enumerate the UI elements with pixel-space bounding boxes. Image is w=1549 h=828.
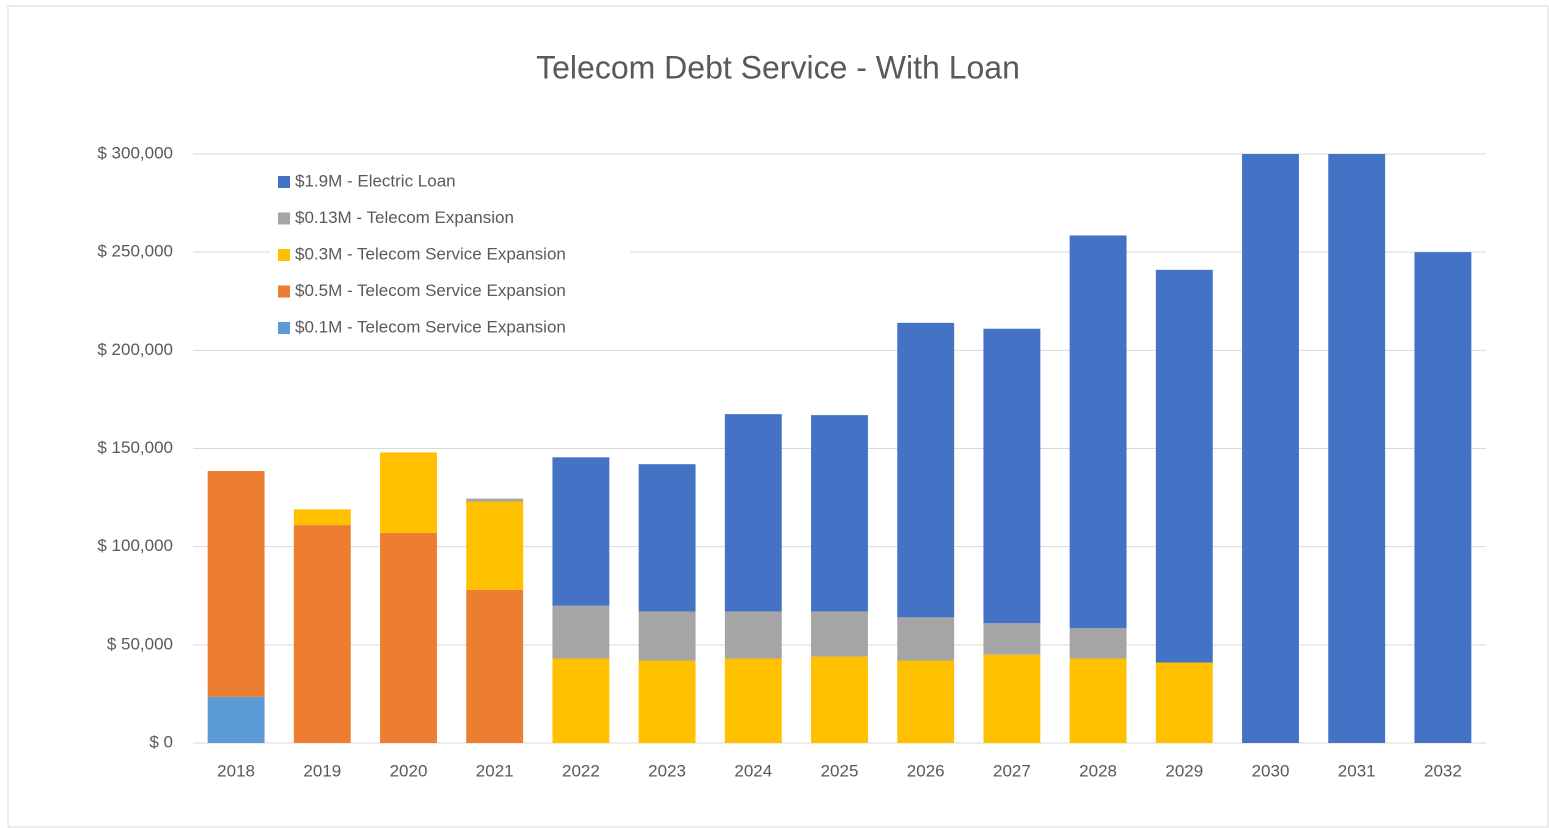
bar-segment bbox=[983, 328, 1041, 624]
bar-segment bbox=[811, 656, 868, 743]
y-tick-label: $ 250,000 bbox=[97, 242, 173, 261]
y-tick-label: $ 100,000 bbox=[97, 536, 173, 555]
bar-segment bbox=[466, 589, 524, 743]
bar-segment bbox=[380, 452, 437, 533]
x-tick-label: 2026 bbox=[907, 761, 945, 780]
x-tick-label: 2023 bbox=[648, 761, 686, 780]
y-tick-label: $ 50,000 bbox=[107, 634, 173, 653]
bar-segment bbox=[1069, 658, 1127, 743]
bar-segment bbox=[466, 498, 524, 502]
bar-segment bbox=[1414, 252, 1472, 743]
bar-segment bbox=[983, 654, 1041, 743]
y-tick-label: $ 150,000 bbox=[97, 438, 173, 457]
x-tick-label: 2031 bbox=[1338, 761, 1376, 780]
legend-swatch bbox=[278, 322, 290, 334]
x-tick-label: 2021 bbox=[476, 761, 514, 780]
bar-segment bbox=[552, 605, 610, 659]
legend-background bbox=[270, 164, 630, 349]
x-tick-label: 2019 bbox=[303, 761, 341, 780]
bar-segment bbox=[897, 322, 955, 618]
legend-label: $0.1M - Telecom Service Expansion bbox=[295, 317, 566, 336]
x-tick-label: 2018 bbox=[217, 761, 255, 780]
bar-segment bbox=[811, 611, 868, 657]
legend-label: $0.13M - Telecom Expansion bbox=[295, 208, 514, 227]
bar-segment bbox=[1328, 154, 1386, 743]
y-tick-label: $ 200,000 bbox=[97, 340, 173, 359]
x-tick-label: 2025 bbox=[821, 761, 859, 780]
bar-segment bbox=[466, 501, 524, 590]
legend-swatch bbox=[278, 212, 290, 225]
bar-segment bbox=[724, 414, 782, 612]
bar-segment bbox=[1069, 235, 1127, 629]
bar-segment bbox=[983, 623, 1041, 655]
x-tick-label: 2030 bbox=[1252, 761, 1290, 780]
x-tick-label: 2029 bbox=[1165, 761, 1203, 780]
x-tick-label: 2024 bbox=[734, 761, 772, 780]
bar-segment bbox=[897, 660, 955, 743]
x-tick-label: 2032 bbox=[1424, 761, 1462, 780]
bar-segment bbox=[552, 658, 610, 743]
x-tick-label: 2027 bbox=[993, 761, 1031, 780]
legend-label: $1.9M - Electric Loan bbox=[295, 171, 456, 190]
x-tick-label: 2020 bbox=[390, 761, 428, 780]
bar-segment bbox=[638, 611, 696, 661]
legend-swatch bbox=[278, 176, 290, 188]
bar-segment bbox=[293, 525, 351, 743]
legend-swatch bbox=[278, 285, 290, 298]
bar-segment bbox=[1155, 662, 1213, 743]
bar-segment bbox=[552, 457, 610, 606]
bar-segment bbox=[724, 658, 782, 743]
bar-segment bbox=[638, 660, 696, 743]
bar-segment bbox=[724, 611, 782, 659]
bar-segment bbox=[897, 617, 955, 661]
legend-label: $0.5M - Telecom Service Expansion bbox=[295, 281, 566, 300]
legend-swatch bbox=[278, 249, 290, 261]
y-tick-label: $ 300,000 bbox=[97, 143, 173, 162]
bar-segment bbox=[380, 532, 437, 743]
bar-segment bbox=[1069, 628, 1127, 659]
x-tick-label: 2022 bbox=[562, 761, 600, 780]
bar-segment bbox=[1155, 269, 1213, 663]
bar-segment bbox=[207, 696, 265, 743]
bar-segment bbox=[811, 415, 868, 612]
bar-segment bbox=[207, 471, 265, 697]
bar-segment bbox=[638, 464, 696, 612]
chart-title: Telecom Debt Service - With Loan bbox=[536, 49, 1020, 85]
bar-segment bbox=[293, 509, 351, 526]
legend-label: $0.3M - Telecom Service Expansion bbox=[295, 244, 566, 263]
x-tick-label: 2028 bbox=[1079, 761, 1117, 780]
y-tick-label: $ 0 bbox=[149, 732, 173, 751]
bar-segment bbox=[1242, 154, 1299, 743]
